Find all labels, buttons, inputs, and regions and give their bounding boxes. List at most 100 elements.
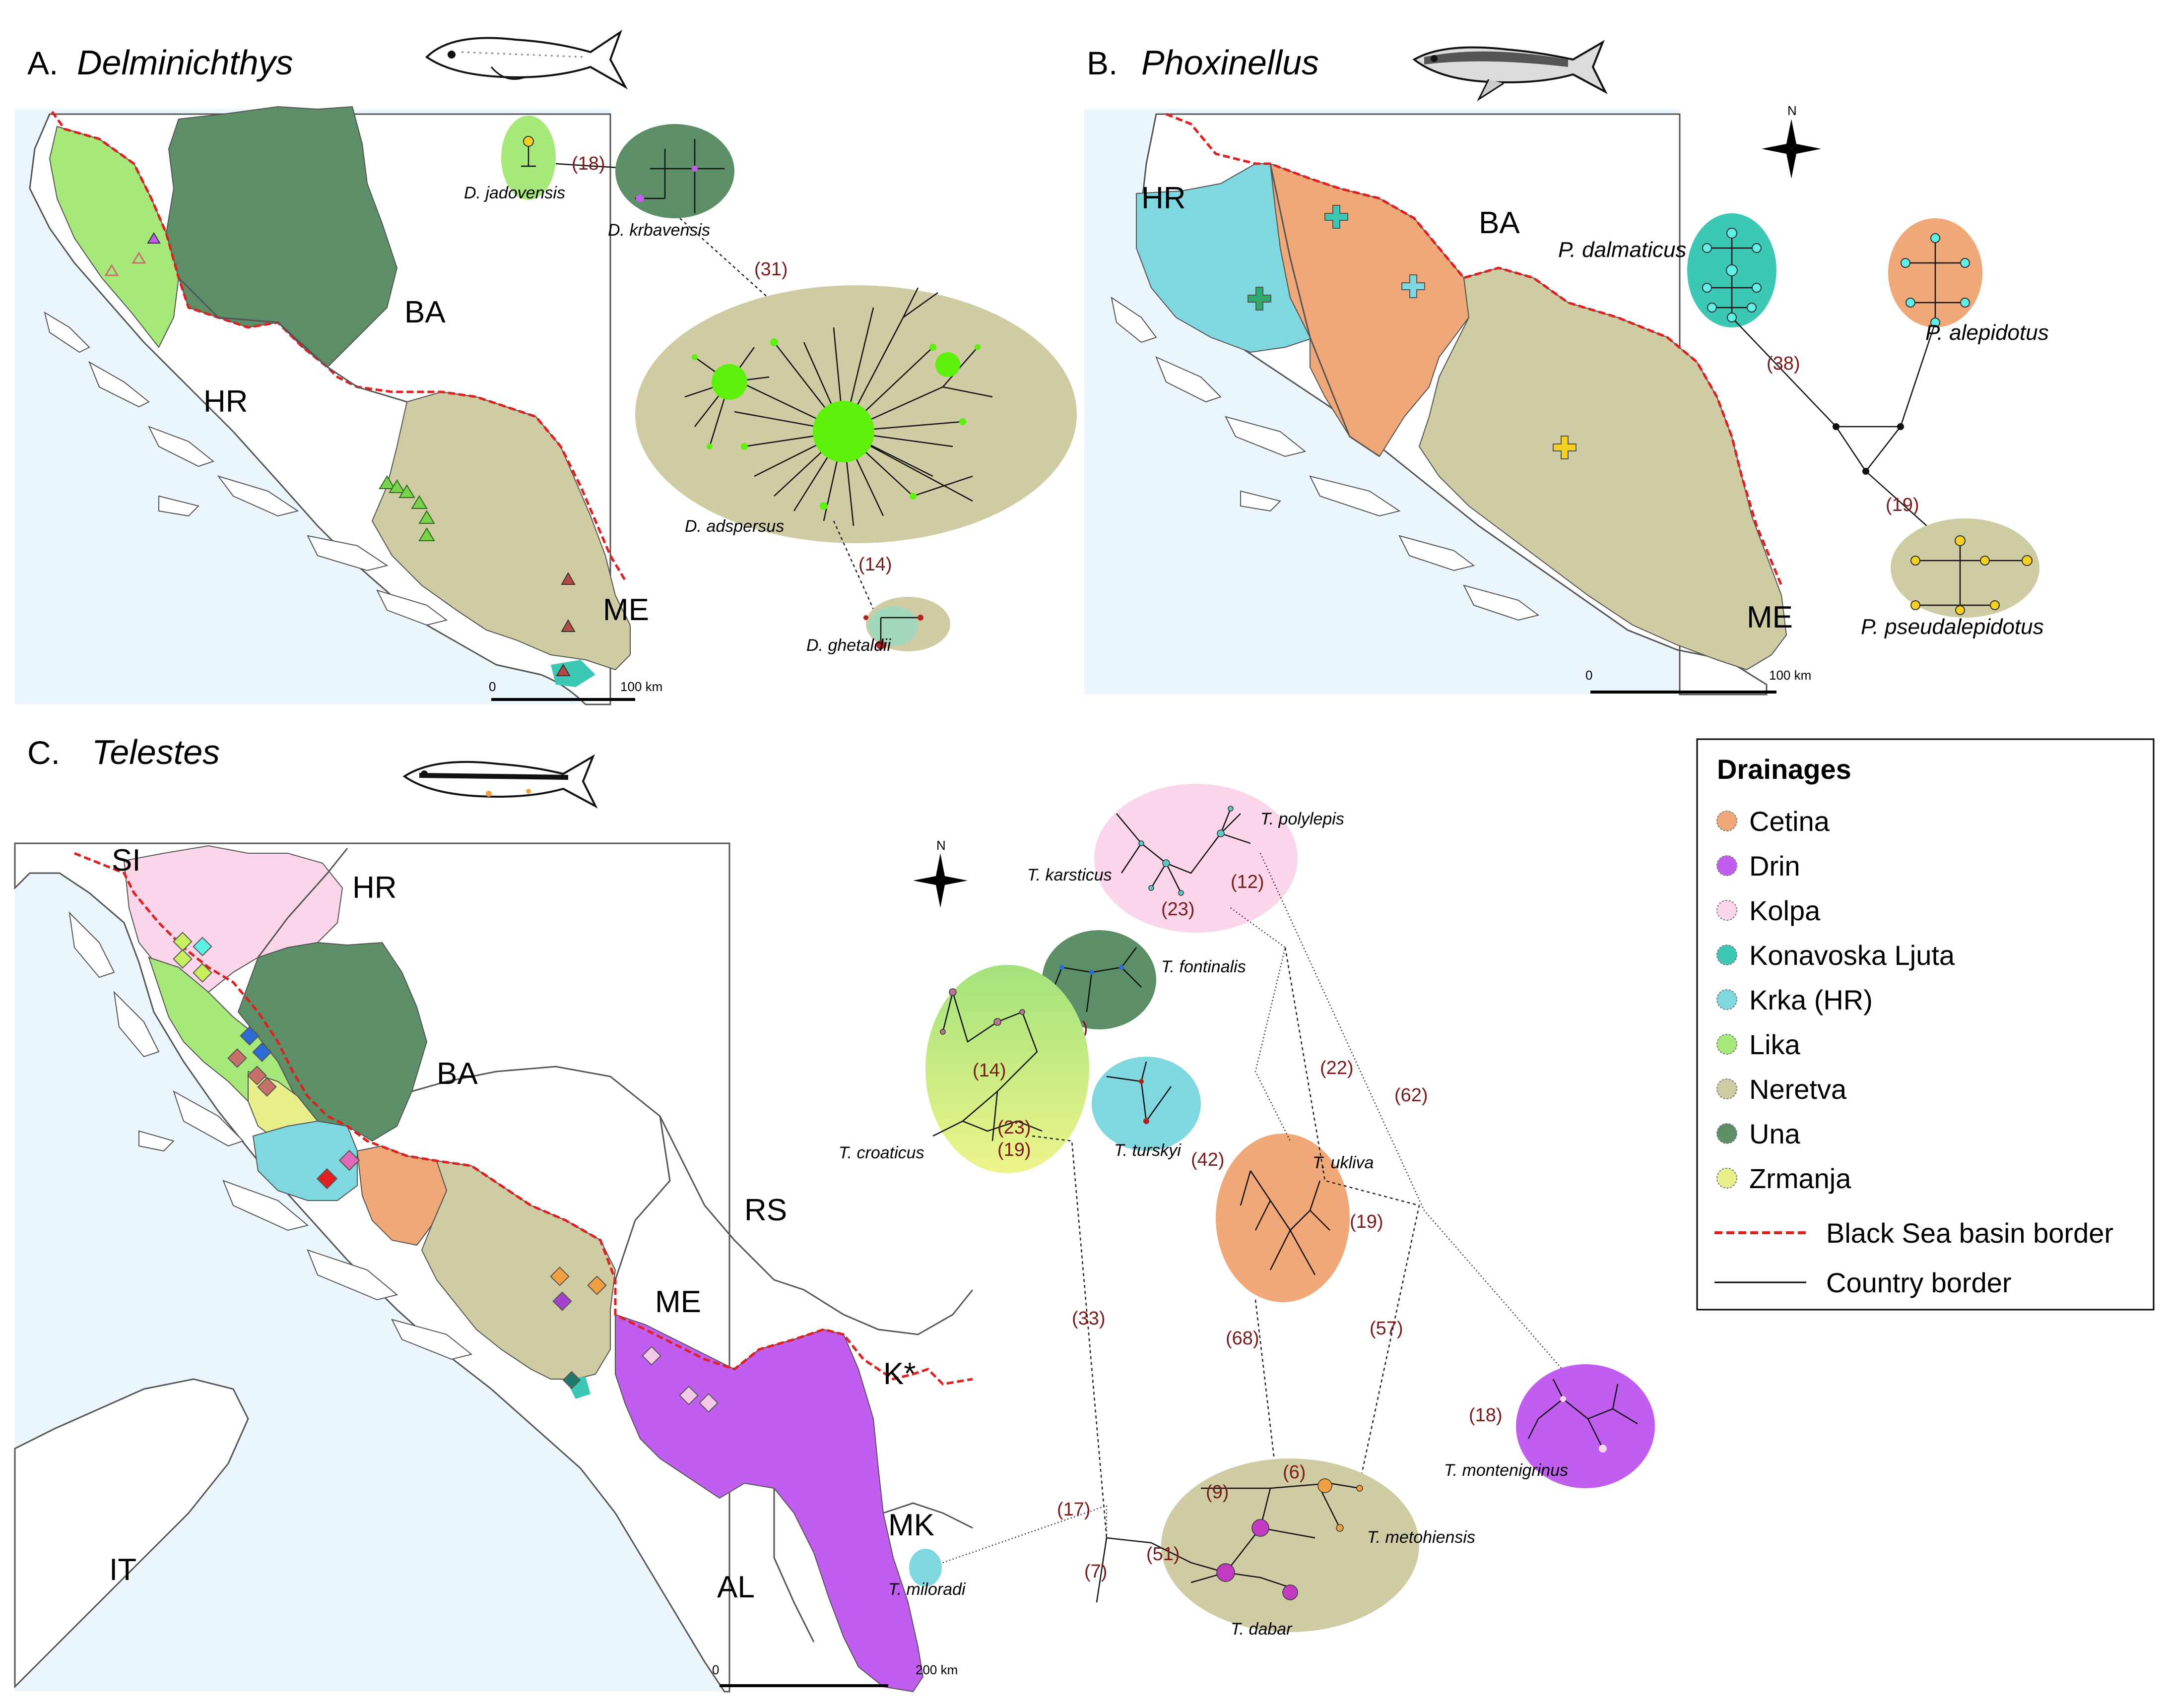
pseudalepidotus-ellipse xyxy=(1891,518,2039,618)
steps-c-42: (42) xyxy=(1191,1149,1225,1170)
country-it: IT xyxy=(109,1553,136,1587)
label-p-pseudalepidotus: P. pseudalepidotus xyxy=(1861,615,2044,639)
map-c: SI HR BA RS ME K* MK AL IT 0 200 km xyxy=(14,842,974,1693)
country-mk: MK xyxy=(888,1508,934,1542)
country-borders-c xyxy=(257,848,974,1643)
legend-items: Cetina Drin Kolpa Konavoska Ljuta Krka (HR) L… xyxy=(1716,806,1955,1194)
label-d-krbavensis: D. krbavensis xyxy=(608,221,710,240)
turskyi-ellipse xyxy=(1092,1057,1201,1151)
panel-c-title: Telestes xyxy=(92,733,220,771)
scale-b-start: 0 xyxy=(1585,668,1592,683)
north-arrow-b: N xyxy=(1762,103,1821,179)
samples-a xyxy=(104,232,576,676)
label-d-adspersus: D. adspersus xyxy=(685,517,784,536)
label-p-dalmaticus: P. dalmaticus xyxy=(1558,238,1686,262)
legend-swatch-5 xyxy=(1716,1034,1737,1055)
legend-swatch-8 xyxy=(1716,1168,1737,1189)
miloradi-location xyxy=(909,1549,942,1586)
steps-c-19a: (19) xyxy=(997,1139,1031,1160)
phoxinellus-fish-icon xyxy=(1412,40,1608,102)
label-t-ukliva: T. ukliva xyxy=(1313,1153,1374,1172)
north-arrow-c: N xyxy=(913,838,968,908)
steps-c-9: (9) xyxy=(1206,1482,1229,1503)
country-hr-c: HR xyxy=(352,871,397,905)
label-t-turskyi: T. turskyi xyxy=(1114,1141,1182,1160)
steps-a-14: (14) xyxy=(858,554,892,575)
samples-c xyxy=(173,932,719,1413)
legend-label-8: Zrmanja xyxy=(1749,1163,1851,1194)
label-t-dabar: T. dabar xyxy=(1231,1620,1293,1639)
legend-label-3: Konavoska Ljuta xyxy=(1749,940,1955,971)
scale-bar-c: 0 200 km xyxy=(712,1662,958,1687)
country-rs: RS xyxy=(744,1193,787,1227)
delminichthys-fish-icon xyxy=(425,29,628,90)
steps-a-18: (18) xyxy=(572,153,605,174)
steps-c-19b: (19) xyxy=(1350,1211,1383,1232)
legend-label-4: Krka (HR) xyxy=(1749,984,1873,1015)
black-sea-border-a xyxy=(51,111,627,581)
steps-c-7: (7) xyxy=(1084,1561,1107,1582)
country-hr-b: HR xyxy=(1141,181,1186,215)
steps-c-12: (12) xyxy=(1231,872,1264,892)
steps-a-31: (31) xyxy=(754,259,788,280)
steps-c-68: (68) xyxy=(1226,1328,1259,1349)
label-t-polylepis: T. polylepis xyxy=(1260,810,1344,828)
country-border-b xyxy=(1269,163,1380,457)
steps-c-18: (18) xyxy=(1469,1405,1503,1426)
steps-c-23b: (23) xyxy=(997,1117,1031,1138)
legend-label-5: Lika xyxy=(1749,1029,1801,1060)
label-t-miloradi: T. miloradi xyxy=(888,1580,966,1599)
neretva-network-ellipse xyxy=(1161,1458,1419,1632)
country-al: AL xyxy=(717,1570,755,1604)
north-label-c: N xyxy=(936,838,946,853)
country-me-c: ME xyxy=(655,1285,701,1319)
legend-title: Drainages xyxy=(1717,754,1851,785)
steps-c-33: (33) xyxy=(1072,1308,1106,1329)
legend-swatch-0 xyxy=(1716,811,1737,831)
label-t-fontinalis: T. fontinalis xyxy=(1161,957,1246,976)
label-t-croaticus: T. croaticus xyxy=(839,1143,924,1162)
legend-swatch-7 xyxy=(1716,1123,1737,1144)
islands-c xyxy=(68,911,473,1360)
country-border-a xyxy=(178,277,407,403)
country-ba-a: BA xyxy=(404,295,446,329)
una-region-c xyxy=(237,942,428,1142)
islands-a xyxy=(44,311,448,626)
steps-c-17: (17) xyxy=(1057,1499,1091,1520)
samples-b xyxy=(1248,205,1577,459)
panel-a: A. Delminichthys xyxy=(15,29,1077,705)
steps-c-6: (6) xyxy=(1283,1462,1306,1483)
label-d-ghetaldii: D. ghetaldii xyxy=(806,636,892,655)
country-hr-a: HR xyxy=(203,384,248,419)
scale-a-start: 0 xyxy=(489,679,496,694)
steps-c-57: (57) xyxy=(1370,1318,1403,1339)
label-d-jadovensis: D. jadovensis xyxy=(464,184,565,202)
label-t-karsticus: T. karsticus xyxy=(1027,866,1112,885)
black-sea-border-b xyxy=(1166,113,1783,586)
country-si: SI xyxy=(112,843,141,878)
panel-c-label: C. xyxy=(27,734,60,771)
steps-c-62: (62) xyxy=(1394,1085,1428,1106)
legend: Drainages Cetina Drin Kolpa Konavoska Ljuta… xyxy=(1696,738,2155,1311)
croaticus-ellipse xyxy=(925,965,1089,1173)
montenigrinus-ellipse xyxy=(1516,1364,1655,1488)
steps-b-19: (19) xyxy=(1886,495,1919,515)
steps-b-38: (38) xyxy=(1767,353,1800,374)
legend-swatch-6 xyxy=(1716,1078,1737,1099)
scale-c-start: 0 xyxy=(712,1662,719,1677)
islands-b xyxy=(1111,296,1540,621)
networks-b: P. dalmaticus (38) P. alepidotus (19) P.… xyxy=(1558,213,2049,639)
panel-b: B. Phoxinellus N xyxy=(1084,40,2049,696)
steps-c-51: (51) xyxy=(1146,1544,1180,1565)
legend-swatch-1 xyxy=(1716,855,1737,876)
map-b: HR BA ME 0 100 km xyxy=(1084,109,1811,696)
legend-label-country: Country border xyxy=(1826,1267,2012,1298)
scale-b-end: 100 km xyxy=(1769,668,1811,683)
country-k: K* xyxy=(883,1357,916,1391)
label-t-metohiensis: T. metohiensis xyxy=(1367,1528,1475,1547)
networks-c: T. polylepis T. karsticus (12) (23) T. f… xyxy=(839,784,1655,1639)
country-me-a: ME xyxy=(603,593,649,627)
legend-swatch-2 xyxy=(1716,900,1737,921)
krbavensis-ellipse xyxy=(615,124,734,218)
